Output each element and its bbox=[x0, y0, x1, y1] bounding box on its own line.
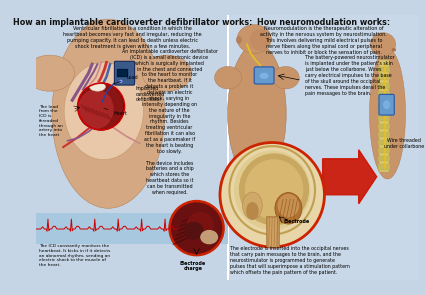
Text: An implantable cardioverter defibrillator
(ICD) is a small electronic device
whi: An implantable cardioverter defibrillato… bbox=[122, 49, 218, 195]
Ellipse shape bbox=[369, 48, 405, 179]
Ellipse shape bbox=[237, 24, 271, 53]
Ellipse shape bbox=[243, 192, 262, 219]
Text: The lead
from the
ICD is
threaded
through an
artery into
the heart: The lead from the ICD is threaded throug… bbox=[39, 105, 63, 137]
Ellipse shape bbox=[86, 20, 113, 40]
Bar bbox=[266, 216, 278, 247]
Text: Electrode
charge: Electrode charge bbox=[180, 260, 206, 271]
Ellipse shape bbox=[272, 66, 299, 89]
Bar bbox=[379, 132, 390, 137]
Ellipse shape bbox=[275, 193, 302, 224]
Ellipse shape bbox=[278, 194, 299, 217]
Ellipse shape bbox=[187, 212, 214, 237]
Bar bbox=[117, 69, 128, 77]
Text: The ICD constantly monitors the
heartbeat. It kicks in if it detects
an abnormal: The ICD constantly monitors the heartbea… bbox=[39, 244, 110, 267]
FancyBboxPatch shape bbox=[254, 67, 274, 84]
Ellipse shape bbox=[234, 151, 311, 230]
Ellipse shape bbox=[241, 158, 300, 217]
Text: Heart: Heart bbox=[104, 108, 128, 116]
Ellipse shape bbox=[228, 44, 286, 183]
Ellipse shape bbox=[184, 222, 204, 240]
Bar bbox=[380, 60, 389, 172]
Bar bbox=[379, 156, 390, 161]
Ellipse shape bbox=[260, 73, 269, 79]
Bar bbox=[379, 91, 390, 96]
Circle shape bbox=[220, 142, 324, 247]
Ellipse shape bbox=[245, 159, 303, 219]
Ellipse shape bbox=[215, 66, 241, 89]
Ellipse shape bbox=[239, 153, 309, 225]
Bar bbox=[36, 213, 228, 244]
Circle shape bbox=[119, 80, 122, 83]
Text: Implanted
cardioverted
defibrillator: Implanted cardioverted defibrillator bbox=[135, 86, 164, 102]
Bar bbox=[379, 140, 390, 145]
Ellipse shape bbox=[250, 29, 269, 51]
Bar bbox=[379, 99, 390, 105]
Polygon shape bbox=[323, 150, 377, 204]
Bar bbox=[379, 67, 390, 72]
Bar bbox=[379, 75, 390, 81]
Text: The electrode is inserted into the occipital nerves
that carry pain messages to : The electrode is inserted into the occip… bbox=[230, 246, 350, 275]
Text: Ventricular fibrillation is a condition in which the
heartbeat becomes very fast: Ventricular fibrillation is a condition … bbox=[63, 26, 202, 49]
Ellipse shape bbox=[25, 55, 74, 91]
Ellipse shape bbox=[383, 100, 390, 109]
Bar bbox=[268, 218, 277, 247]
Bar bbox=[379, 116, 390, 121]
Ellipse shape bbox=[64, 62, 143, 160]
Text: Wire threaded
under collarbone: Wire threaded under collarbone bbox=[384, 138, 424, 149]
Bar bbox=[379, 148, 390, 153]
Bar bbox=[245, 42, 265, 62]
Bar bbox=[228, 15, 419, 280]
Ellipse shape bbox=[78, 89, 114, 129]
Bar bbox=[379, 164, 390, 170]
Text: Lead: Lead bbox=[113, 75, 138, 84]
Ellipse shape bbox=[142, 55, 192, 91]
FancyBboxPatch shape bbox=[114, 61, 135, 85]
Ellipse shape bbox=[52, 19, 164, 208]
Bar bbox=[118, 70, 127, 76]
Circle shape bbox=[170, 201, 224, 255]
Ellipse shape bbox=[79, 83, 124, 130]
Ellipse shape bbox=[200, 230, 218, 244]
Bar bbox=[379, 124, 390, 129]
Text: Neuromodulation is the therapeutic alteration of
activity in the nervous system : Neuromodulation is the therapeutic alter… bbox=[260, 26, 387, 55]
Bar bbox=[227, 15, 229, 280]
FancyBboxPatch shape bbox=[379, 94, 394, 115]
Ellipse shape bbox=[391, 48, 396, 52]
Bar bbox=[86, 32, 113, 57]
Bar bbox=[379, 107, 390, 113]
Ellipse shape bbox=[371, 33, 396, 56]
Ellipse shape bbox=[89, 82, 105, 91]
Text: Electrode: Electrode bbox=[283, 219, 309, 224]
Ellipse shape bbox=[246, 202, 259, 220]
Ellipse shape bbox=[236, 36, 241, 43]
Text: How neuromodulation works:: How neuromodulation works: bbox=[257, 18, 390, 27]
Text: How an implantable cardioverter defibrillator works:: How an implantable cardioverter defibril… bbox=[13, 18, 252, 27]
Bar bbox=[379, 83, 390, 88]
Bar bbox=[36, 15, 228, 280]
Text: The battery-powered neurostimulator
is implanted under the patient's skin
just b: The battery-powered neurostimulator is i… bbox=[305, 55, 394, 96]
